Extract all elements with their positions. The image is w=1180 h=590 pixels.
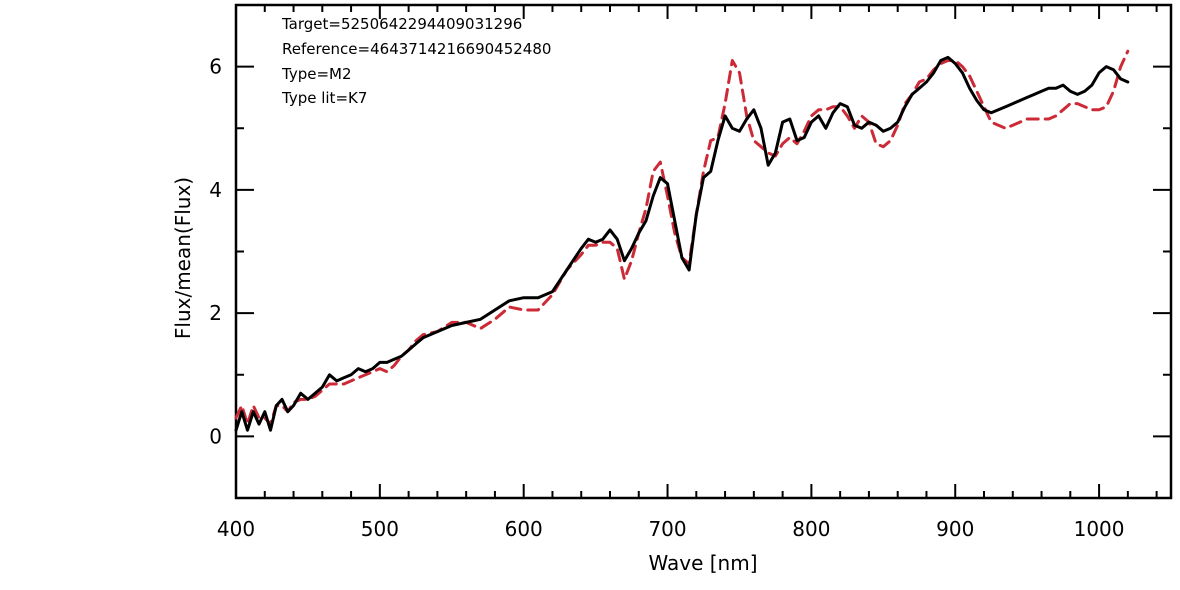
annotation-target: Target=5250642294409031296 <box>281 15 522 33</box>
y-tick-label: 4 <box>209 178 222 202</box>
y-tick-label: 6 <box>209 55 222 79</box>
x-tick-label: 900 <box>936 517 974 541</box>
target-spectrum-line <box>234 55 1130 432</box>
reference-spectrum-line <box>234 49 1130 426</box>
x-axis-label: Wave [nm] <box>648 551 757 575</box>
y-axis-label: Flux/mean(Flux) <box>171 177 195 339</box>
x-tick-label: 400 <box>217 517 255 541</box>
plot-frame <box>234 3 1173 500</box>
annotation-reference: Reference=4643714216690452480 <box>282 40 551 58</box>
x-tick-label: 700 <box>648 517 686 541</box>
x-tick-label: 1000 <box>1074 517 1125 541</box>
y-tick-label: 0 <box>209 424 222 448</box>
x-tick-label: 600 <box>505 517 543 541</box>
x-tick-label: 800 <box>792 517 830 541</box>
x-tick-label: 500 <box>361 517 399 541</box>
x-axis: 400 500 600 700 800 900 1000 <box>217 5 1158 541</box>
y-tick-label: 2 <box>209 301 222 325</box>
annotation-type-lit: Type lit=K7 <box>281 89 367 107</box>
annotation-type: Type=M2 <box>281 65 352 83</box>
y-axis: 0 2 4 6 <box>209 4 1171 499</box>
series-layer <box>234 49 1130 432</box>
